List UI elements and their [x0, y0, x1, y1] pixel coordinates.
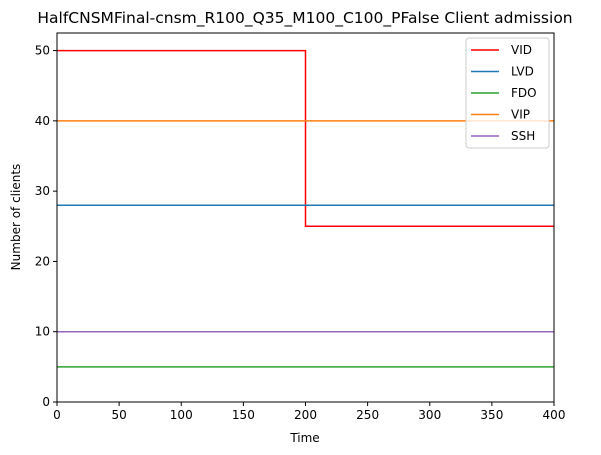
- legend-frame: [465, 37, 550, 149]
- x-tick-label: 50: [111, 408, 126, 422]
- x-axis-ticks: 0 50 100 150 200 250 300 350 400: [53, 402, 565, 422]
- x-tick-label: 200: [294, 408, 317, 422]
- y-tick-label: 40: [35, 114, 50, 128]
- legend-label-ssh: SSH: [511, 129, 535, 143]
- chart-title: HalfCNSMFinal-cnsm_R100_Q35_M100_C100_PF…: [37, 9, 572, 28]
- y-tick-label: 0: [42, 395, 50, 409]
- y-axis-ticks: 0 10 20 30 40 50: [35, 44, 57, 409]
- legend-label-fdo: FDO: [511, 86, 537, 100]
- x-tick-label: 0: [53, 408, 61, 422]
- y-axis-label: Number of clients: [9, 164, 23, 271]
- x-axis-label: Time: [289, 431, 319, 445]
- series-line-vid: [57, 49, 554, 228]
- x-tick-label: 150: [232, 408, 255, 422]
- legend: VID LVD FDO VIP SSH: [465, 37, 550, 149]
- y-tick-label: 30: [35, 184, 50, 198]
- y-tick-label: 10: [35, 325, 50, 339]
- x-tick-label: 300: [418, 408, 441, 422]
- legend-label-vid: VID: [511, 43, 532, 57]
- x-tick-label: 250: [356, 408, 379, 422]
- x-tick-label: 400: [543, 408, 566, 422]
- y-tick-label: 20: [35, 254, 50, 268]
- legend-label-vip: VIP: [511, 108, 530, 122]
- x-tick-label: 100: [170, 408, 193, 422]
- legend-label-lvd: LVD: [511, 65, 534, 79]
- y-tick-label: 50: [35, 44, 50, 58]
- x-tick-label: 350: [480, 408, 503, 422]
